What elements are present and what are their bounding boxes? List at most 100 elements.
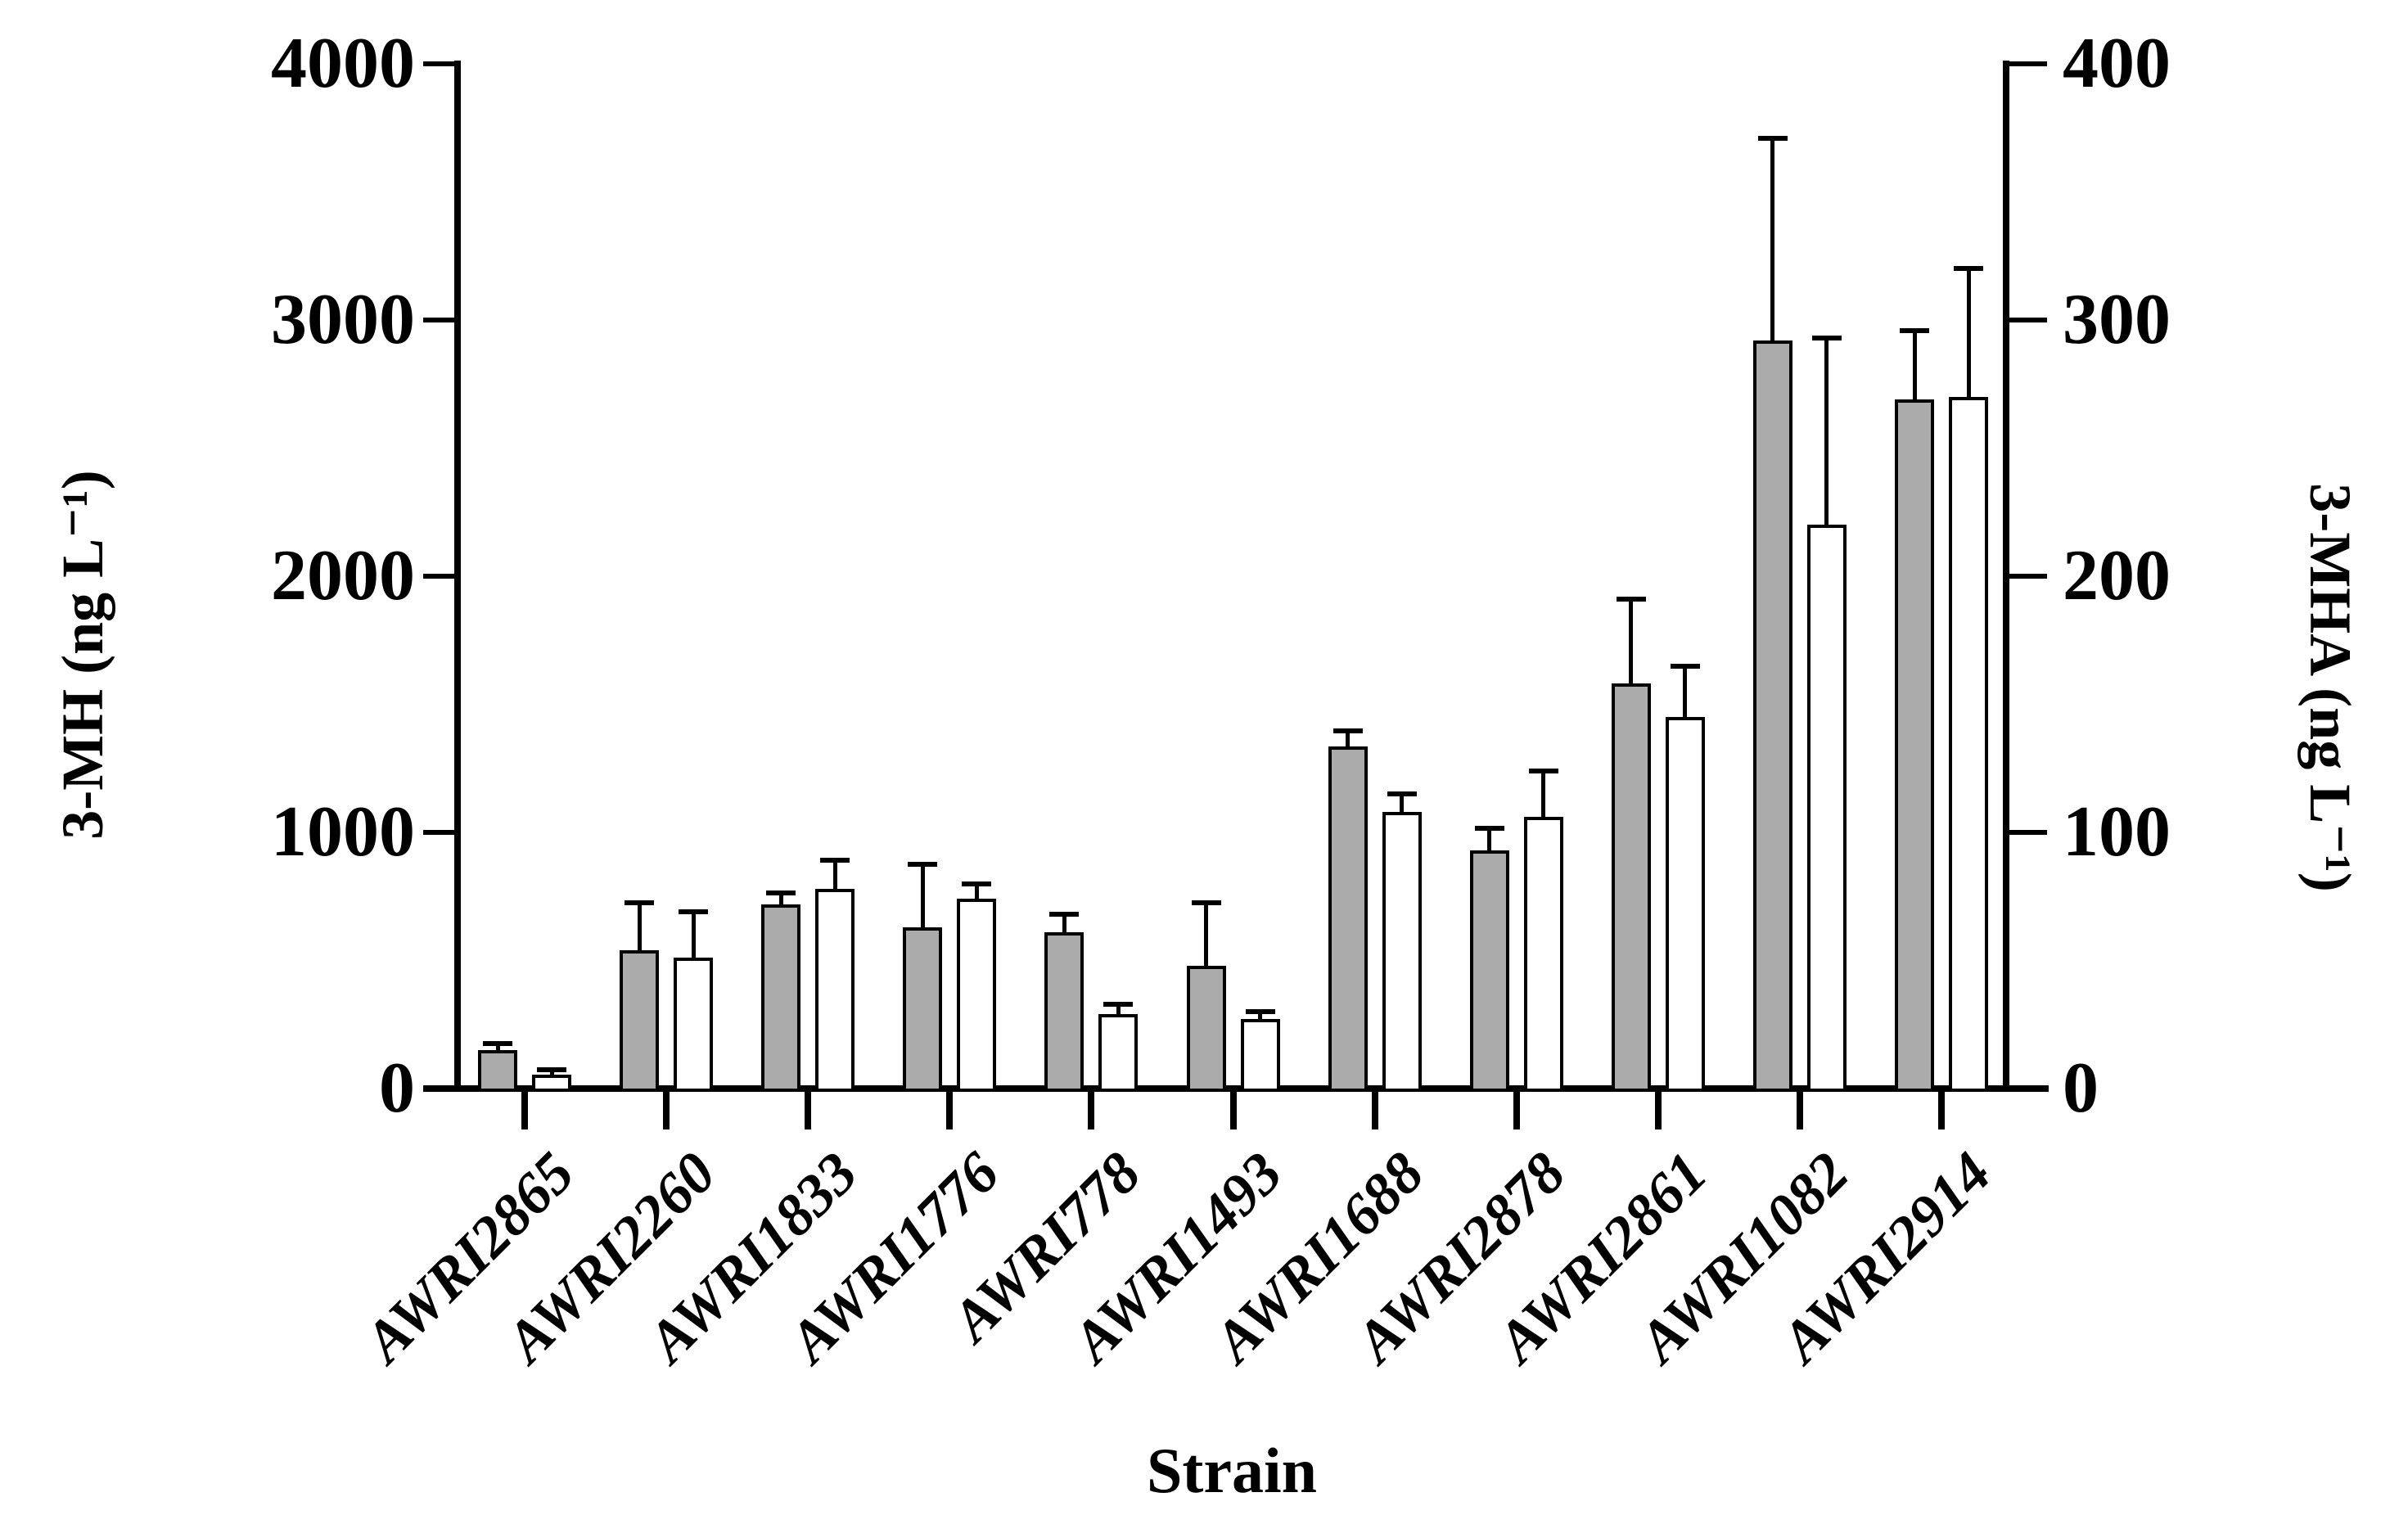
x-tick-AWRI1493 [1229, 1092, 1237, 1129]
bar-3-MHA-AWRI2861 [1665, 717, 1705, 1092]
bar-3-MHA-AWRI2260 [674, 958, 714, 1092]
error-cap-3-MH-AWRI1493 [1191, 900, 1221, 906]
error-bar-3-MHA-AWRI1082 [1824, 337, 1829, 528]
bar-3-MHA-AWRI1082 [1806, 525, 1847, 1092]
right-y-tick-200 [2009, 574, 2047, 579]
error-bar-3-MH-AWRI2865 [495, 1044, 500, 1053]
right-y-tick-0 [2009, 1086, 2047, 1091]
bar-3-MH-AWRI2861 [1611, 683, 1651, 1092]
x-tick-AWRI778 [1088, 1092, 1095, 1129]
error-cap-3-MHA-AWRI1776 [962, 881, 992, 886]
error-cap-3-MH-AWRI1833 [766, 890, 796, 895]
right-y-tick-400 [2009, 61, 2047, 66]
error-bar-3-MH-AWRI2914 [1912, 330, 1917, 403]
error-cap-3-MH-AWRI1082 [1757, 135, 1788, 141]
error-bar-3-MHA-AWRI2865 [549, 1069, 554, 1077]
bar-3-MH-AWRI778 [1044, 932, 1085, 1092]
error-cap-3-MHA-AWRI2260 [679, 909, 709, 915]
bar-3-MH-AWRI2260 [620, 949, 660, 1092]
x-tick-AWRI1688 [1371, 1092, 1378, 1129]
error-cap-3-MH-AWRI1688 [1333, 728, 1363, 734]
error-bar-3-MH-AWRI2878 [1487, 828, 1492, 853]
bar-3-MH-AWRI1833 [761, 904, 801, 1092]
x-tick-AWRI2260 [663, 1092, 670, 1129]
error-bar-3-MH-AWRI778 [1062, 914, 1066, 936]
right-y-axis-line [2003, 61, 2009, 1092]
error-cap-3-MHA-AWRI1493 [1245, 1009, 1275, 1015]
right-y-tick-100 [2009, 830, 2047, 835]
error-bar-3-MH-AWRI1688 [1346, 731, 1351, 750]
left-y-tick-label-1000: 1000 [271, 792, 415, 872]
error-bar-3-MHA-AWRI2260 [691, 912, 696, 961]
x-tick-AWRI2861 [1654, 1092, 1662, 1129]
error-bar-3-MHA-AWRI1833 [832, 860, 837, 891]
bar-3-MHA-AWRI2878 [1523, 817, 1563, 1092]
left-y-tick-label-4000: 4000 [271, 24, 415, 103]
error-bar-3-MHA-AWRI2861 [1683, 665, 1688, 720]
left-axis-title: 3-MH (ng L⁻¹) [50, 470, 115, 840]
bar-3-MHA-AWRI1776 [957, 899, 997, 1092]
error-cap-3-MH-AWRI2914 [1900, 327, 1929, 333]
error-cap-3-MHA-AWRI2865 [537, 1066, 566, 1072]
left-y-tick-label-3000: 3000 [271, 280, 415, 359]
bar-3-MHA-AWRI1493 [1240, 1019, 1280, 1092]
left-y-tick-0 [423, 1086, 461, 1091]
error-cap-3-MH-AWRI778 [1049, 912, 1080, 918]
bar-3-MH-AWRI2878 [1469, 850, 1509, 1092]
error-bar-3-MHA-AWRI778 [1116, 1003, 1121, 1017]
left-y-tick-4000 [423, 61, 461, 66]
error-cap-3-MH-AWRI1776 [908, 862, 938, 868]
x-tick-AWRI2914 [1938, 1092, 1945, 1129]
bar-3-MH-AWRI2865 [478, 1050, 517, 1092]
error-cap-3-MHA-AWRI2914 [1954, 266, 1983, 272]
bar-3-MH-AWRI1082 [1752, 340, 1792, 1092]
left-y-tick-label-0: 0 [379, 1048, 415, 1128]
error-bar-3-MH-AWRI1082 [1770, 138, 1775, 344]
error-bar-3-MH-AWRI1776 [920, 864, 925, 930]
bar-3-MH-AWRI1776 [903, 927, 943, 1092]
x-axis-baseline [423, 1085, 2049, 1092]
bar-3-MHA-AWRI2865 [532, 1074, 571, 1092]
left-y-tick-3000 [423, 318, 461, 322]
left-y-tick-1000 [423, 830, 461, 835]
error-bar-3-MHA-AWRI1776 [974, 883, 979, 902]
left-y-tick-label-2000: 2000 [271, 536, 415, 615]
error-cap-3-MHA-AWRI1082 [1811, 335, 1842, 340]
bar-3-MH-AWRI1688 [1328, 746, 1368, 1092]
x-tick-AWRI1776 [946, 1092, 954, 1129]
bar-3-MH-AWRI2914 [1895, 399, 1934, 1092]
error-bar-3-MHA-AWRI1688 [1400, 794, 1405, 814]
error-bar-3-MH-AWRI2260 [637, 903, 642, 953]
x-tick-AWRI1082 [1796, 1092, 1803, 1129]
right-y-tick-label-400: 400 [2063, 24, 2171, 103]
right-y-tick-label-100: 100 [2063, 792, 2171, 872]
error-bar-3-MH-AWRI1833 [778, 892, 783, 907]
x-axis-title: Strain [1146, 1435, 1318, 1506]
error-cap-3-MHA-AWRI2861 [1670, 663, 1700, 669]
right-y-tick-label-0: 0 [2063, 1048, 2099, 1128]
error-cap-3-MH-AWRI2260 [625, 900, 655, 906]
error-cap-3-MH-AWRI2865 [483, 1041, 512, 1047]
error-bar-3-MHA-AWRI2914 [1966, 268, 1971, 399]
error-cap-3-MHA-AWRI2878 [1528, 768, 1558, 773]
right-y-tick-300 [2009, 318, 2047, 322]
bar-3-MHA-AWRI1688 [1382, 811, 1422, 1092]
error-cap-3-MHA-AWRI1833 [820, 858, 850, 863]
left-y-tick-2000 [423, 574, 461, 579]
bar-3-MH-AWRI1493 [1186, 965, 1226, 1092]
error-bar-3-MH-AWRI1493 [1204, 903, 1208, 968]
error-cap-3-MHA-AWRI1688 [1387, 791, 1417, 797]
error-bar-3-MH-AWRI2861 [1629, 599, 1634, 687]
bar-3-MHA-AWRI2914 [1949, 396, 1988, 1092]
right-y-tick-label-300: 300 [2063, 280, 2171, 359]
bar-3-MHA-AWRI1833 [815, 888, 855, 1092]
error-bar-3-MHA-AWRI1493 [1258, 1012, 1262, 1022]
x-tick-AWRI2865 [521, 1092, 528, 1129]
bar-3-MHA-AWRI778 [1098, 1014, 1139, 1092]
x-tick-AWRI1833 [805, 1092, 812, 1129]
error-cap-3-MH-AWRI2878 [1474, 826, 1504, 832]
x-tick-AWRI2878 [1513, 1092, 1520, 1129]
error-cap-3-MH-AWRI2861 [1616, 597, 1646, 602]
right-y-tick-label-200: 200 [2063, 536, 2171, 615]
